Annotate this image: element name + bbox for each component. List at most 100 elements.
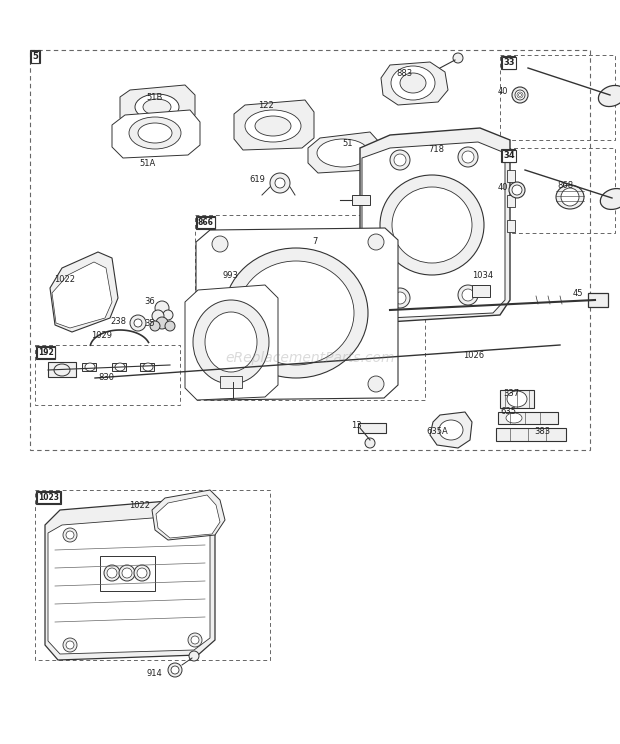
Bar bbox=[352, 195, 370, 205]
Circle shape bbox=[394, 154, 406, 166]
Ellipse shape bbox=[54, 364, 70, 376]
Bar bbox=[82, 363, 96, 371]
Text: 337: 337 bbox=[503, 390, 519, 399]
Text: 993: 993 bbox=[222, 272, 238, 280]
Circle shape bbox=[512, 87, 528, 103]
Bar bbox=[500, 55, 615, 140]
Text: 122: 122 bbox=[258, 101, 274, 111]
Circle shape bbox=[66, 641, 74, 649]
Circle shape bbox=[365, 438, 375, 448]
Text: 1023: 1023 bbox=[38, 493, 59, 502]
Circle shape bbox=[191, 636, 199, 644]
Circle shape bbox=[130, 315, 146, 331]
Text: 5: 5 bbox=[32, 52, 38, 61]
Bar bbox=[500, 148, 615, 233]
Text: 35: 35 bbox=[144, 318, 155, 327]
Ellipse shape bbox=[143, 363, 153, 371]
Circle shape bbox=[512, 185, 522, 195]
Bar bbox=[496, 428, 566, 441]
Ellipse shape bbox=[129, 117, 181, 149]
Circle shape bbox=[390, 150, 410, 170]
Circle shape bbox=[462, 151, 474, 163]
Text: 635A: 635A bbox=[427, 428, 448, 437]
Text: 34: 34 bbox=[503, 151, 515, 160]
Polygon shape bbox=[381, 62, 448, 105]
Polygon shape bbox=[308, 132, 380, 173]
Text: 830: 830 bbox=[98, 373, 114, 382]
Text: 883: 883 bbox=[396, 68, 412, 77]
Text: 51A: 51A bbox=[140, 158, 156, 167]
Circle shape bbox=[171, 666, 179, 674]
Text: 5: 5 bbox=[32, 52, 38, 61]
Text: 7: 7 bbox=[312, 237, 317, 246]
Ellipse shape bbox=[380, 175, 484, 275]
Ellipse shape bbox=[205, 312, 257, 372]
Ellipse shape bbox=[391, 66, 435, 100]
Bar bbox=[112, 363, 126, 371]
Text: 1026: 1026 bbox=[463, 351, 485, 361]
Circle shape bbox=[134, 319, 142, 327]
Polygon shape bbox=[234, 100, 314, 150]
Text: 914: 914 bbox=[146, 670, 162, 679]
Ellipse shape bbox=[138, 123, 172, 143]
Text: 13: 13 bbox=[352, 422, 362, 431]
Circle shape bbox=[368, 376, 384, 392]
Circle shape bbox=[189, 651, 199, 661]
Bar bbox=[140, 363, 154, 371]
Text: 33: 33 bbox=[503, 58, 515, 67]
Ellipse shape bbox=[143, 99, 171, 115]
Bar bbox=[35, 345, 180, 405]
Text: 33: 33 bbox=[503, 58, 513, 67]
Ellipse shape bbox=[238, 261, 354, 365]
Text: 866: 866 bbox=[198, 218, 214, 227]
Circle shape bbox=[458, 285, 478, 305]
Ellipse shape bbox=[85, 363, 95, 371]
Circle shape bbox=[509, 182, 525, 198]
Circle shape bbox=[212, 378, 228, 394]
Text: 40: 40 bbox=[497, 88, 508, 97]
Polygon shape bbox=[360, 128, 510, 322]
Circle shape bbox=[453, 53, 463, 63]
Ellipse shape bbox=[392, 187, 472, 263]
Bar bbox=[35, 490, 270, 660]
Polygon shape bbox=[120, 85, 195, 128]
Bar bbox=[100, 556, 155, 591]
Circle shape bbox=[63, 528, 77, 542]
Ellipse shape bbox=[245, 110, 301, 142]
Circle shape bbox=[63, 638, 77, 652]
Circle shape bbox=[188, 633, 202, 647]
Bar bbox=[500, 390, 534, 408]
Text: 238: 238 bbox=[110, 318, 126, 327]
Polygon shape bbox=[45, 500, 215, 660]
Text: 866: 866 bbox=[198, 218, 214, 227]
Circle shape bbox=[155, 301, 169, 315]
Ellipse shape bbox=[600, 188, 620, 210]
Circle shape bbox=[191, 524, 199, 532]
Polygon shape bbox=[196, 228, 398, 400]
Circle shape bbox=[104, 565, 120, 581]
Text: 1022: 1022 bbox=[54, 275, 75, 284]
Circle shape bbox=[152, 310, 164, 322]
Ellipse shape bbox=[439, 420, 463, 440]
Ellipse shape bbox=[193, 300, 269, 384]
Circle shape bbox=[270, 173, 290, 193]
Circle shape bbox=[119, 565, 135, 581]
Ellipse shape bbox=[507, 391, 527, 407]
Polygon shape bbox=[50, 252, 118, 332]
Text: 1034: 1034 bbox=[472, 272, 494, 280]
Ellipse shape bbox=[400, 73, 426, 93]
Circle shape bbox=[165, 321, 175, 331]
Bar bbox=[30, 50, 590, 450]
Bar bbox=[472, 285, 490, 297]
Circle shape bbox=[462, 289, 474, 301]
Circle shape bbox=[394, 292, 406, 304]
Circle shape bbox=[156, 317, 168, 329]
Ellipse shape bbox=[115, 363, 125, 371]
Circle shape bbox=[66, 531, 74, 539]
Text: 34: 34 bbox=[503, 151, 513, 160]
Text: 1022: 1022 bbox=[130, 501, 151, 510]
Bar bbox=[498, 412, 558, 424]
Text: 1029: 1029 bbox=[91, 332, 112, 341]
Polygon shape bbox=[156, 495, 220, 538]
Bar bbox=[507, 195, 515, 207]
